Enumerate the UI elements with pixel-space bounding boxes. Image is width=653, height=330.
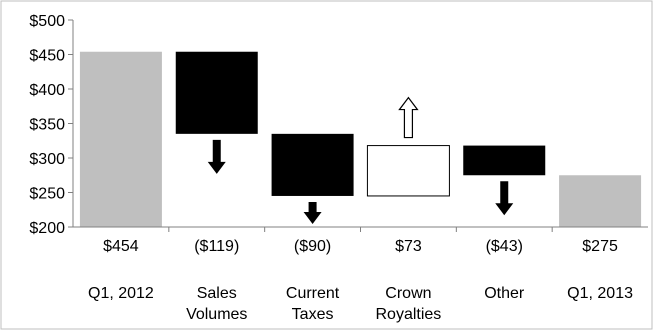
category-label: Crown [385, 285, 431, 302]
bar-total [79, 51, 162, 227]
arrow-up-icon [398, 96, 419, 139]
category-label: Q1, 2012 [88, 285, 154, 302]
bar-decrease [271, 133, 354, 196]
category-label: Sales [197, 285, 237, 302]
y-tick-label: $300 [29, 151, 65, 168]
category-labels: Q1, 2012 Sales Volumes Current Taxes Crown Roy… [88, 285, 633, 323]
arrow-down-icon [207, 139, 226, 174]
y-tick-label: $200 [29, 220, 65, 237]
value-label: ($43) [486, 238, 523, 255]
category-label: Current [286, 285, 340, 302]
value-label: $454 [103, 238, 139, 255]
bars [79, 51, 642, 227]
bar-increase [366, 145, 450, 197]
category-label: Royalties [376, 306, 442, 323]
arrows [207, 96, 514, 224]
x-axis [73, 226, 648, 232]
value-label: $275 [582, 238, 618, 255]
value-label: ($119) [194, 238, 239, 255]
category-label: Other [484, 285, 525, 302]
y-tick-label: $500 [29, 13, 65, 30]
value-label: ($90) [294, 238, 331, 255]
y-tick-label: $400 [29, 82, 65, 99]
value-labels: $454 ($119) ($90) $73 ($43) $275 [103, 238, 618, 255]
arrow-down-icon [303, 201, 322, 224]
bar-decrease [463, 145, 546, 176]
arrow-down-icon [495, 181, 514, 216]
y-tick-label: $250 [29, 186, 65, 203]
bar-decrease [175, 51, 258, 134]
y-tick-label: $450 [29, 48, 65, 65]
bar-total [559, 175, 642, 227]
category-label: Taxes [292, 306, 334, 323]
y-tick-label: $350 [29, 117, 65, 134]
category-label: Volumes [186, 306, 247, 323]
category-label: Q1, 2013 [567, 285, 633, 302]
y-axis: $200 $250 $300 $350 $400 $450 $500 [29, 13, 74, 237]
value-label: $73 [395, 238, 422, 255]
